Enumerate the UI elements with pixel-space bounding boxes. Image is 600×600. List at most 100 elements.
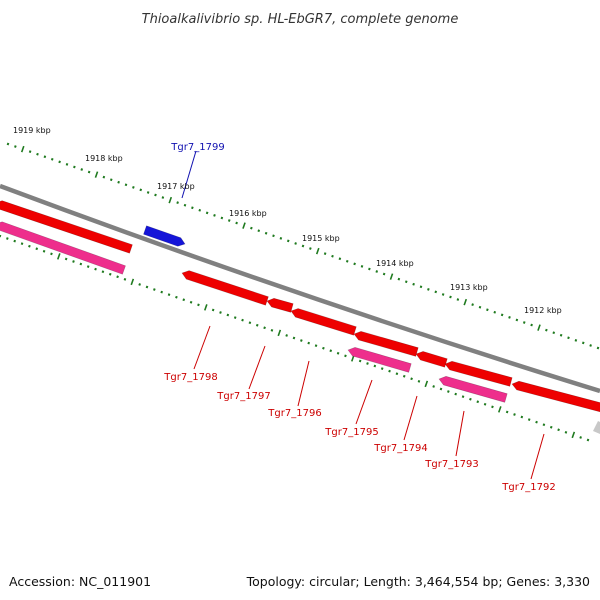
label-leader-line bbox=[181, 150, 197, 199]
major-tick bbox=[537, 324, 541, 331]
minor-tick bbox=[322, 346, 325, 350]
minor-tick bbox=[101, 270, 105, 274]
minor-tick bbox=[294, 242, 297, 245]
gene-label-tgr7-1794[interactable]: Tgr7_1794 bbox=[373, 443, 427, 454]
minor-tick bbox=[160, 290, 164, 294]
minor-tick bbox=[478, 305, 482, 309]
scale-label: 1919 kbp bbox=[13, 126, 51, 135]
minor-tick bbox=[58, 160, 61, 164]
minor-tick bbox=[270, 328, 274, 332]
minor-tick bbox=[264, 231, 268, 235]
minor-tick bbox=[329, 349, 333, 353]
minor-tick bbox=[520, 415, 524, 419]
feature-pink-1795 bbox=[347, 347, 412, 373]
minor-tick bbox=[382, 272, 386, 276]
minor-tick bbox=[542, 423, 546, 427]
minor-tick bbox=[300, 339, 303, 342]
minor-tick bbox=[205, 211, 209, 215]
minor-tick bbox=[586, 438, 590, 442]
gene-arrow-tgr7-1796 bbox=[290, 308, 357, 336]
minor-tick bbox=[124, 183, 128, 187]
major-tick bbox=[315, 247, 320, 255]
scale-label: 1915 kbp bbox=[302, 234, 340, 243]
minor-tick bbox=[471, 303, 474, 307]
minor-tick bbox=[373, 364, 377, 368]
minor-tick bbox=[198, 208, 202, 212]
minor-tick bbox=[286, 239, 290, 243]
accession-text: Accession: NC_011901 bbox=[9, 574, 151, 589]
label-leader-line bbox=[403, 395, 418, 441]
minor-tick bbox=[581, 341, 585, 345]
minor-tick bbox=[279, 236, 283, 240]
minor-tick bbox=[13, 239, 17, 243]
minor-tick bbox=[513, 413, 516, 416]
minor-tick bbox=[64, 257, 68, 261]
gene-arrow-tgr7-1792 bbox=[511, 380, 600, 413]
minor-tick bbox=[449, 295, 452, 299]
minor-tick bbox=[545, 328, 548, 332]
minor-tick bbox=[336, 351, 340, 355]
minor-tick bbox=[307, 341, 311, 345]
major-tick bbox=[203, 304, 208, 311]
genome-backbone bbox=[0, 183, 600, 394]
minor-tick bbox=[220, 216, 224, 220]
gene-arrow-tgr7-1795 bbox=[353, 331, 419, 357]
gene-label-tgr7-1798[interactable]: Tgr7_1798 bbox=[163, 372, 217, 383]
minor-tick bbox=[549, 425, 553, 429]
minor-tick bbox=[35, 247, 39, 251]
gene-label-tgr7-1793[interactable]: Tgr7_1793 bbox=[424, 459, 478, 470]
label-leader-line bbox=[248, 345, 266, 390]
minor-tick bbox=[167, 293, 171, 297]
gene-arrow-tgr7-1793 bbox=[444, 360, 513, 387]
minor-tick bbox=[182, 298, 186, 302]
feature-pink-1793 bbox=[438, 375, 508, 403]
major-tick bbox=[497, 406, 502, 413]
minor-tick bbox=[559, 333, 563, 337]
minor-tick bbox=[219, 311, 222, 314]
minor-tick bbox=[183, 203, 187, 207]
gene-arrow-tgr7-1797 bbox=[266, 297, 294, 313]
minor-tick bbox=[292, 336, 296, 340]
label-leader-line bbox=[530, 433, 545, 480]
gene-label-tgr7-1795[interactable]: Tgr7_1795 bbox=[324, 427, 378, 438]
gene-arrow-left-edge bbox=[0, 200, 133, 254]
minor-tick bbox=[366, 362, 369, 365]
gene-label-tgr7-1792[interactable]: Tgr7_1792 bbox=[501, 482, 555, 493]
feature-pink-left bbox=[0, 221, 126, 275]
major-tick bbox=[20, 145, 25, 153]
minor-tick bbox=[344, 354, 347, 358]
minor-tick bbox=[138, 283, 141, 286]
minor-tick bbox=[108, 272, 112, 276]
minor-tick bbox=[331, 254, 334, 258]
scale-label: 1914 kbp bbox=[376, 259, 414, 268]
minor-tick bbox=[441, 293, 445, 296]
minor-tick bbox=[123, 277, 127, 281]
minor-tick bbox=[432, 385, 435, 388]
outer-scale-ticks bbox=[6, 142, 600, 350]
minor-tick bbox=[434, 290, 438, 294]
minor-tick bbox=[535, 420, 538, 424]
gene-label-tgr7-1797[interactable]: Tgr7_1797 bbox=[216, 391, 270, 402]
genome-summary-text: Topology: circular; Length: 3,464,554 bp… bbox=[246, 574, 590, 589]
minor-tick bbox=[161, 196, 165, 199]
gene-label-tgr7-1799[interactable]: Tgr7_1799 bbox=[170, 142, 224, 153]
minor-tick bbox=[139, 188, 143, 192]
major-tick bbox=[56, 253, 61, 260]
minor-tick bbox=[338, 257, 342, 261]
minor-tick bbox=[248, 321, 252, 325]
minor-tick bbox=[176, 201, 179, 205]
minor-tick bbox=[486, 308, 489, 312]
minor-tick bbox=[213, 214, 216, 217]
minor-tick bbox=[380, 367, 384, 370]
scale-label: 1918 kbp bbox=[85, 154, 123, 163]
major-tick bbox=[277, 329, 282, 337]
gene-label-tgr7-1796[interactable]: Tgr7_1796 bbox=[267, 408, 321, 419]
scale-label: 1912 kbp bbox=[524, 306, 562, 315]
minor-tick bbox=[116, 275, 119, 279]
minor-tick bbox=[456, 298, 460, 301]
minor-tick bbox=[574, 338, 578, 342]
minor-tick bbox=[263, 326, 266, 330]
minor-tick bbox=[345, 259, 349, 263]
minor-tick bbox=[197, 303, 200, 307]
